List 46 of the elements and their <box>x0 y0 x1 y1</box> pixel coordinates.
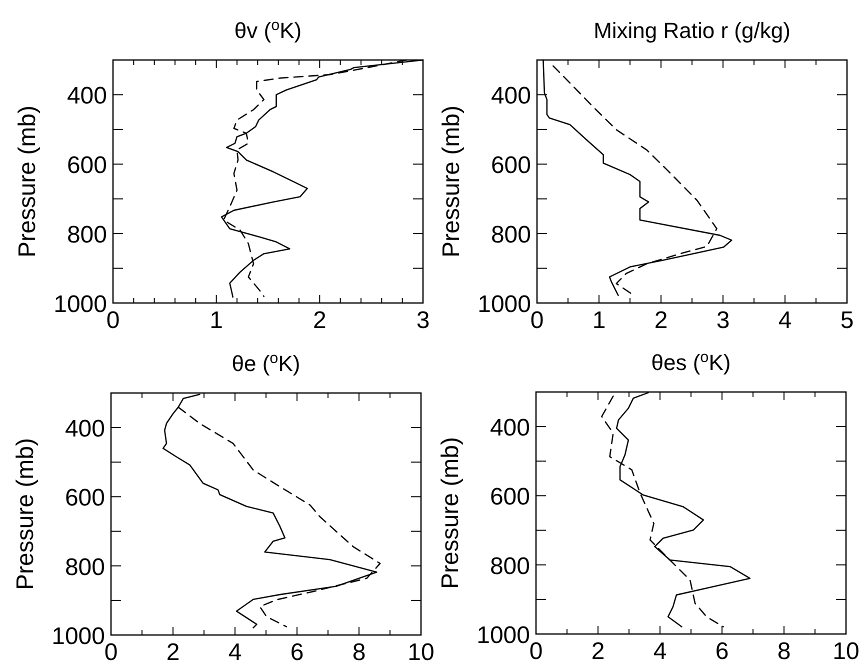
y-tick-label: 600 <box>66 152 107 180</box>
y-axis-title: Pressure (mb) <box>437 436 464 590</box>
x-tick-label: 5 <box>840 307 854 334</box>
y-tick-label: 600 <box>490 484 530 511</box>
y-tick-label: 600 <box>64 484 105 512</box>
x-tick-label: 4 <box>228 639 242 666</box>
x-tick-label: 3 <box>416 307 430 334</box>
y-tick-label: 800 <box>64 554 105 581</box>
x-tick-label: 10 <box>832 638 860 665</box>
y-tick-label: 1000 <box>478 291 531 318</box>
y-tick-label: 800 <box>490 552 530 580</box>
y-axis-title: Pressure (mb) <box>12 438 39 590</box>
y-tick-label: 400 <box>64 416 105 443</box>
x-tick-label: 4 <box>653 638 667 665</box>
x-tick-label: 10 <box>408 639 434 666</box>
y-tick-label: 400 <box>66 82 107 110</box>
x-tick-label: 3 <box>716 307 730 334</box>
y-tick-label: 1000 <box>54 291 107 318</box>
y-axis-title: Pressure (mb) <box>438 105 465 258</box>
x-tick-label: 1 <box>592 307 606 334</box>
y-tick-label: 400 <box>490 414 530 442</box>
x-tick-label: 4 <box>778 307 792 334</box>
y-tick-label: 400 <box>490 82 531 110</box>
chart-title: θes ($^{o}$K) <box>651 348 731 375</box>
y-axis-title: Pressure (mb) <box>14 105 41 258</box>
x-tick-label: 2 <box>166 639 180 666</box>
x-tick-label: 0 <box>530 307 544 334</box>
y-tick-label: 1000 <box>52 623 105 650</box>
x-tick-label: 0 <box>529 638 543 665</box>
x-tick-label: 8 <box>777 638 791 665</box>
y-tick-label: 1000 <box>476 622 530 649</box>
chart-title: θv ($^{o}$K) <box>234 16 302 43</box>
y-tick-label: 600 <box>490 152 531 180</box>
y-tick-label: 800 <box>490 222 531 249</box>
chart-title: θe ($^{o}$K) <box>232 350 300 376</box>
x-tick-label: 0 <box>104 639 118 666</box>
x-tick-label: 8 <box>352 639 366 666</box>
x-tick-label: 1 <box>210 307 224 334</box>
chart-title: Mixing Ratio r (g/kg) <box>594 18 790 43</box>
x-tick-label: 2 <box>654 307 668 334</box>
x-tick-label: 0 <box>106 307 120 334</box>
x-tick-label: 2 <box>591 638 605 665</box>
x-tick-label: 6 <box>715 638 729 665</box>
x-tick-label: 6 <box>290 639 304 666</box>
y-tick-label: 800 <box>66 222 107 249</box>
x-tick-label: 2 <box>312 307 326 334</box>
